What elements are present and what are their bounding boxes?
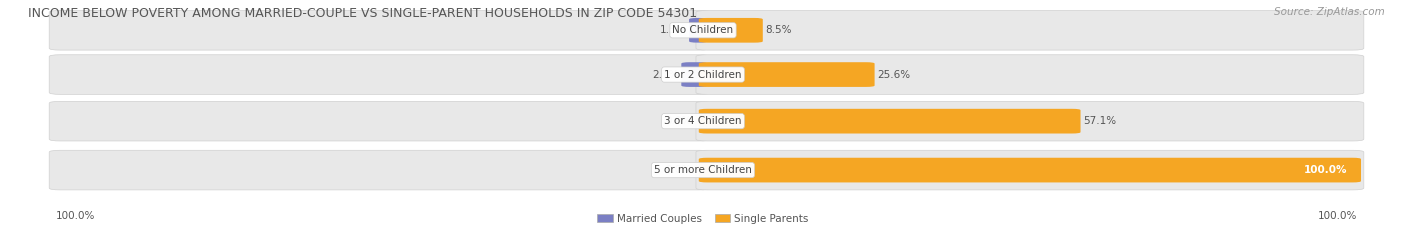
Text: 100.0%: 100.0% (56, 211, 96, 220)
Text: 0.0%: 0.0% (665, 116, 692, 126)
FancyBboxPatch shape (696, 55, 1364, 94)
Text: 3 or 4 Children: 3 or 4 Children (664, 116, 742, 126)
FancyBboxPatch shape (49, 101, 710, 141)
FancyBboxPatch shape (696, 101, 1364, 141)
FancyBboxPatch shape (696, 150, 1364, 190)
FancyBboxPatch shape (699, 109, 1081, 134)
Text: 2.7%: 2.7% (652, 70, 679, 79)
FancyBboxPatch shape (699, 18, 763, 43)
Text: No Children: No Children (672, 25, 734, 35)
FancyBboxPatch shape (689, 18, 707, 43)
Text: 100.0%: 100.0% (1303, 165, 1347, 175)
Text: 100.0%: 100.0% (1317, 211, 1357, 220)
FancyBboxPatch shape (699, 62, 875, 87)
FancyBboxPatch shape (696, 10, 1364, 50)
FancyBboxPatch shape (49, 55, 710, 94)
FancyBboxPatch shape (49, 10, 710, 50)
Legend: Married Couples, Single Parents: Married Couples, Single Parents (593, 209, 813, 228)
Text: 25.6%: 25.6% (877, 70, 911, 79)
Text: INCOME BELOW POVERTY AMONG MARRIED-COUPLE VS SINGLE-PARENT HOUSEHOLDS IN ZIP COD: INCOME BELOW POVERTY AMONG MARRIED-COUPL… (28, 7, 697, 20)
FancyBboxPatch shape (49, 150, 710, 190)
Text: 8.5%: 8.5% (766, 25, 792, 35)
Text: Source: ZipAtlas.com: Source: ZipAtlas.com (1274, 7, 1385, 17)
Text: 1 or 2 Children: 1 or 2 Children (664, 70, 742, 79)
FancyBboxPatch shape (699, 158, 1361, 182)
FancyBboxPatch shape (682, 62, 707, 87)
Text: 1.5%: 1.5% (659, 25, 686, 35)
Text: 0.0%: 0.0% (665, 165, 692, 175)
Text: 5 or more Children: 5 or more Children (654, 165, 752, 175)
Text: 57.1%: 57.1% (1084, 116, 1116, 126)
